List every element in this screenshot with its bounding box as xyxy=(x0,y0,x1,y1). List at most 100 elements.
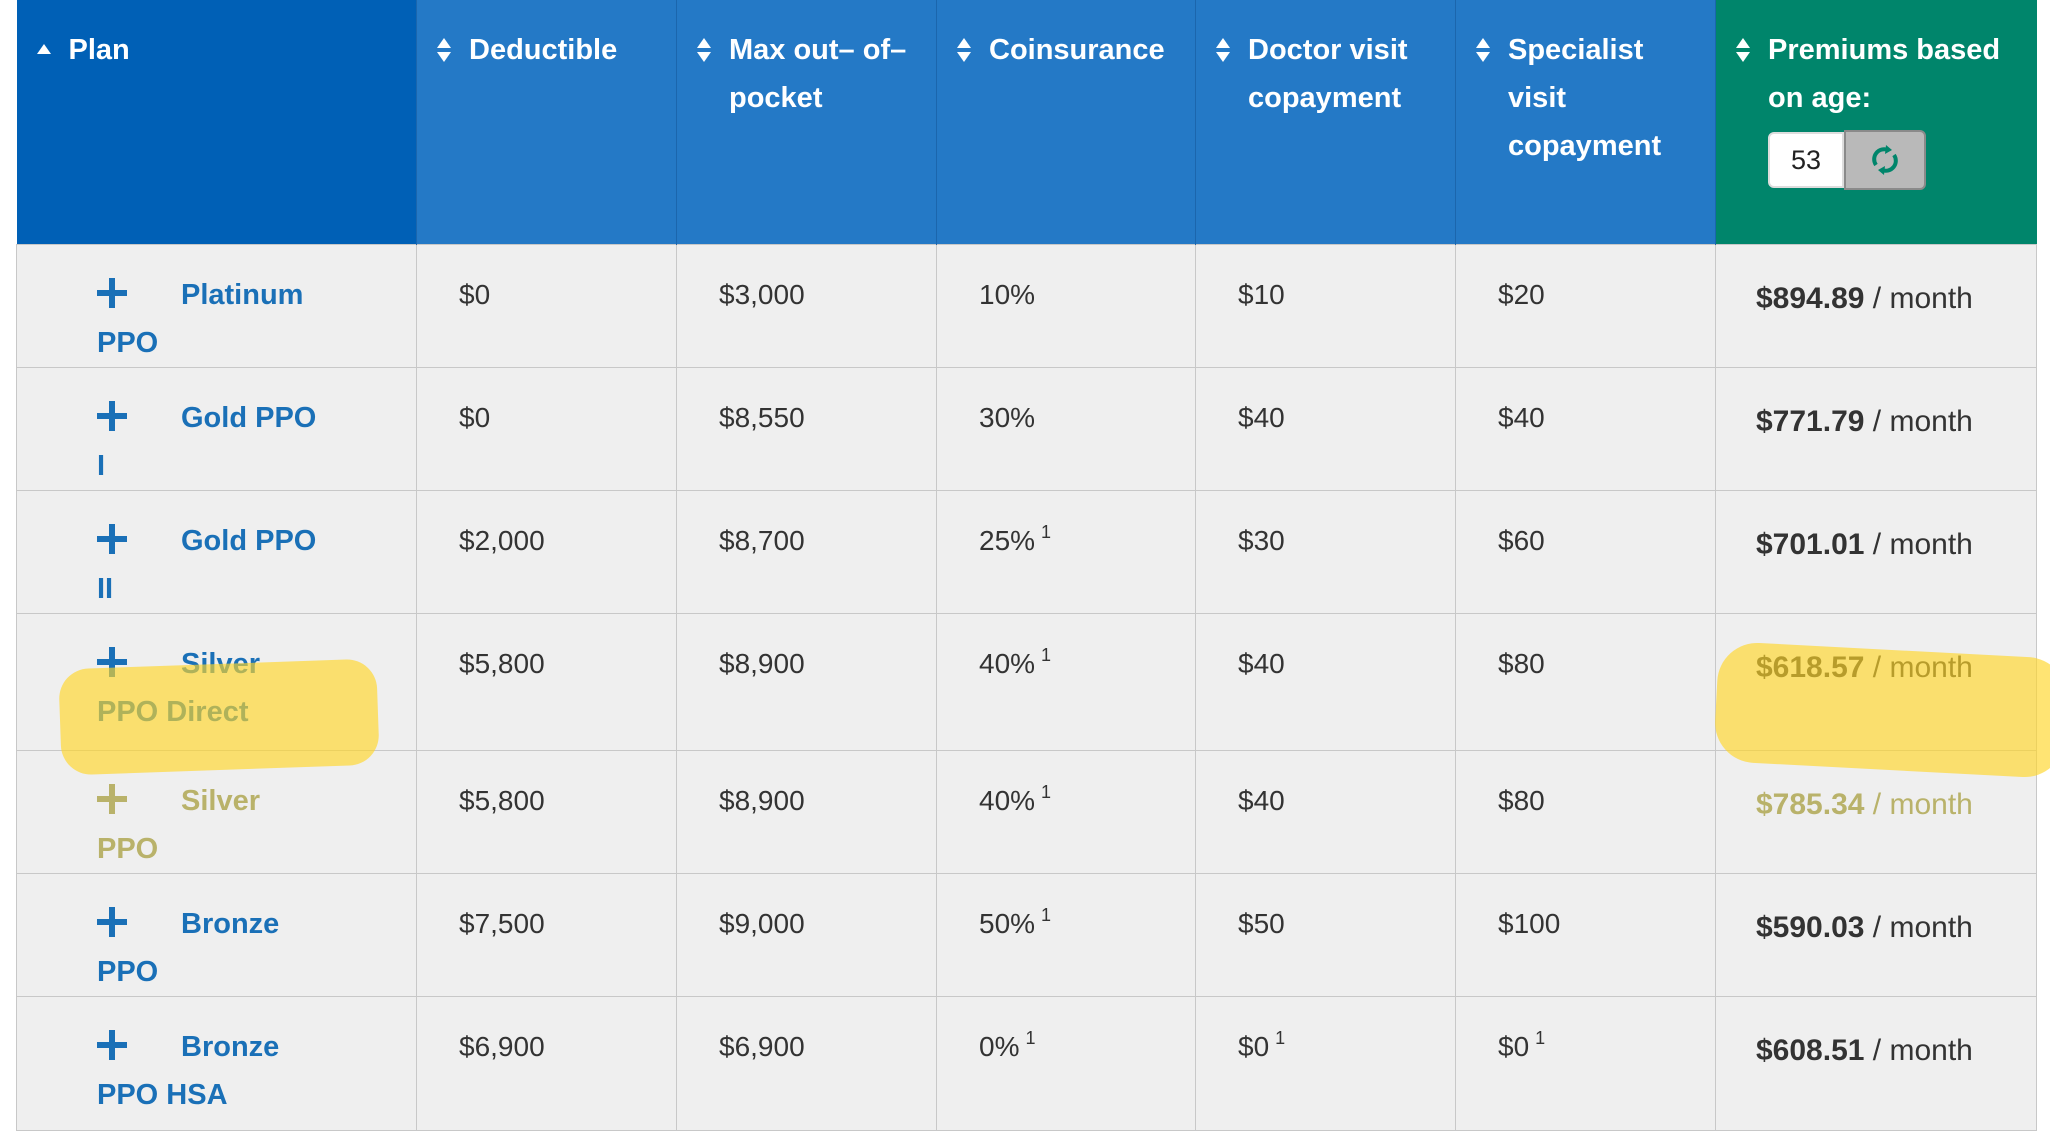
column-header[interactable]: Specialist visit copayment xyxy=(1455,0,1716,244)
plans-table: Plan Deductible Max out– of–pocket Coinsura… xyxy=(16,0,2037,1131)
max-oop-cell: $3,000 xyxy=(676,243,937,368)
cell-text: $50 xyxy=(1238,907,1285,939)
header-label: Deductible xyxy=(469,34,618,66)
header-label: Premiums based on age: xyxy=(1768,34,2001,114)
sort-icon xyxy=(1736,38,1750,62)
cell-text: $80 xyxy=(1498,784,1545,816)
coinsurance-cell: 25% 1 xyxy=(936,489,1196,614)
plan-cell: Platinum PPO xyxy=(16,243,417,368)
expand-icon[interactable] xyxy=(97,646,127,677)
plan-row: Platinum PPO $0 $3,000 10% $10 $20 $894.89 / m… xyxy=(16,243,2037,368)
deductible-cell: $5,800 xyxy=(416,612,677,751)
cell-text: $3,000 xyxy=(719,278,805,310)
cell-text: 25% xyxy=(979,524,1036,556)
age-input[interactable]: 53 xyxy=(1768,132,1844,188)
plan-cell: Gold PPO I xyxy=(16,366,417,491)
plan-row: Silver PPO Direct $5,800 $8,900 40% 1 $40 $80 $… xyxy=(16,612,2037,751)
plan-name[interactable]: Platinum PPO xyxy=(97,278,304,359)
cell-text: $60 xyxy=(1498,524,1545,556)
expand-icon[interactable] xyxy=(97,400,127,431)
column-header[interactable]: Premiums based on age: 53 xyxy=(1715,0,2037,244)
max-oop-cell: $8,900 xyxy=(676,612,937,751)
column-header[interactable]: Doctor visit copayment xyxy=(1195,0,1456,244)
premium-price: $701.01 xyxy=(1756,527,1865,561)
cell-text: $10 xyxy=(1238,278,1285,310)
cell-text: $0 xyxy=(459,401,491,433)
cell-text: $40 xyxy=(1498,401,1545,433)
cell-text: 50% xyxy=(979,907,1036,939)
cell-text: $8,900 xyxy=(719,784,805,816)
plan-row: Silver PPO $5,800 $8,900 40% 1 $40 $80 $785.34 … xyxy=(16,749,2037,874)
premium-unit: / month xyxy=(1872,910,1973,944)
expand-icon[interactable] xyxy=(97,906,127,937)
table-head: Plan Deductible Max out– of–pocket Coinsura… xyxy=(16,0,2037,244)
deductible-cell: $0 xyxy=(416,366,677,491)
cell-text: $8,900 xyxy=(719,647,805,679)
sort-up xyxy=(697,38,711,48)
doctor-cell: $30 xyxy=(1195,489,1456,614)
header-label: Max out– of–pocket xyxy=(729,34,907,114)
footnote: 1 xyxy=(1041,781,1052,802)
coinsurance-cell: 50% 1 xyxy=(936,872,1196,997)
plan-name[interactable]: Silver PPO xyxy=(97,784,260,865)
plan-row: Bronze PPO HSA $6,900 $6,900 0% 1 $0 1 $0 1 $608.… xyxy=(16,995,2037,1131)
header-row: Plan Deductible Max out– of–pocket Coinsura… xyxy=(16,0,2037,244)
premium-cell: $590.03 / month xyxy=(1715,872,2037,997)
premium-cell: $785.34 / month xyxy=(1715,749,2037,874)
sort-down xyxy=(697,52,711,62)
doctor-cell: $40 xyxy=(1195,749,1456,874)
premium-unit: / month xyxy=(1872,1033,1973,1067)
cell-text: 40% xyxy=(979,647,1036,679)
column-header[interactable]: Coinsurance xyxy=(936,0,1196,244)
column-header[interactable]: Max out– of–pocket xyxy=(676,0,937,244)
premium-unit: / month xyxy=(1872,281,1973,315)
cell-text: $7,500 xyxy=(459,907,545,939)
doctor-cell: $40 xyxy=(1195,612,1456,751)
premium-price: $618.57 xyxy=(1756,650,1865,684)
specialist-cell: $20 xyxy=(1455,243,1716,368)
page: Plan Deductible Max out– of–pocket Coinsura… xyxy=(16,0,2050,1131)
expand-icon[interactable] xyxy=(97,783,127,814)
cell-text: 40% xyxy=(979,784,1036,816)
expand-icon[interactable] xyxy=(97,523,127,554)
sort-icon xyxy=(957,38,971,62)
doctor-cell: $40 xyxy=(1195,366,1456,491)
specialist-cell: $0 1 xyxy=(1455,995,1716,1131)
sort-up xyxy=(36,44,51,54)
plan-name[interactable]: Gold PPO II xyxy=(97,524,317,605)
doctor-cell: $50 xyxy=(1195,872,1456,997)
plan-name[interactable]: Bronze PPO xyxy=(97,907,280,988)
cell-text: $0 xyxy=(459,278,491,310)
column-header[interactable]: Deductible xyxy=(416,0,677,244)
age-control: 53 xyxy=(1768,130,2025,190)
sort-icon xyxy=(36,44,51,58)
footnote: 1 xyxy=(1025,1027,1036,1048)
footnote: 1 xyxy=(1041,904,1052,925)
coinsurance-cell: 10% xyxy=(936,243,1196,368)
sort-up xyxy=(437,38,451,48)
premium-cell: $618.57 / month xyxy=(1715,612,2037,751)
specialist-cell: $100 xyxy=(1455,872,1716,997)
premium-cell: $771.79 / month xyxy=(1715,366,2037,491)
sort-down xyxy=(1476,52,1490,62)
footnote: 1 xyxy=(1041,521,1052,542)
sort-icon xyxy=(697,38,711,62)
column-header[interactable]: Plan xyxy=(16,0,417,244)
deductible-cell: $2,000 xyxy=(416,489,677,614)
premium-cell: $701.01 / month xyxy=(1715,489,2037,614)
plan-cell: Bronze PPO xyxy=(16,872,417,997)
expand-icon[interactable] xyxy=(97,277,127,308)
premium-price: $894.89 xyxy=(1756,281,1865,315)
coinsurance-cell: 0% 1 xyxy=(936,995,1196,1131)
plan-name[interactable]: Gold PPO I xyxy=(97,401,317,482)
footnote: 1 xyxy=(1535,1027,1546,1048)
cell-text: $8,550 xyxy=(719,401,805,433)
cell-text: $0 xyxy=(1238,1030,1270,1062)
specialist-cell: $40 xyxy=(1455,366,1716,491)
doctor-cell: $0 1 xyxy=(1195,995,1456,1131)
expand-icon[interactable] xyxy=(97,1029,127,1060)
plan-cell: Bronze PPO HSA xyxy=(16,995,417,1131)
plan-cell: Silver PPO xyxy=(16,749,417,874)
deductible-cell: $0 xyxy=(416,243,677,368)
refresh-button[interactable] xyxy=(1844,130,1926,190)
